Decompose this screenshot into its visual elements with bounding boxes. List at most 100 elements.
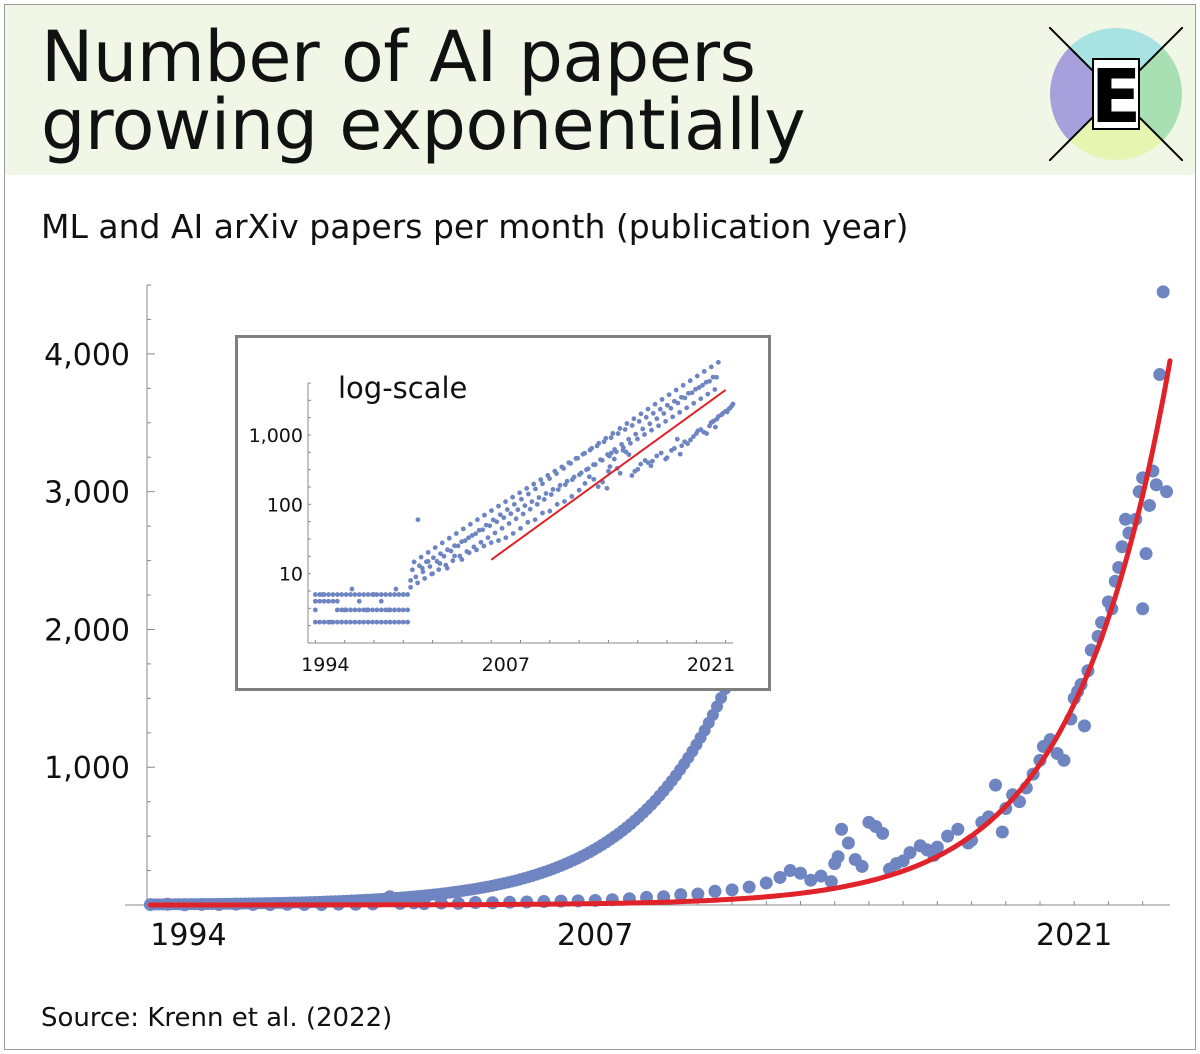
inset-data-point [504, 507, 510, 512]
inset-data-point [550, 487, 556, 492]
inset-data-point [334, 607, 340, 613]
inset-data-point [427, 564, 433, 570]
inset-fit-line [490, 389, 727, 561]
inset-data-point [446, 535, 452, 541]
inset-data-point [339, 592, 345, 597]
inset-data-point [557, 482, 563, 488]
inset-data-point [685, 441, 690, 447]
inset-data-point [343, 619, 349, 625]
inset-data-point [518, 525, 523, 531]
inset-data-point [626, 452, 632, 458]
inset-data-point [635, 436, 640, 442]
inset-data-point [365, 592, 371, 597]
inset-data-point [383, 619, 389, 625]
inset-data-point [649, 427, 654, 433]
inset-data-point [536, 495, 542, 500]
inset-data-point [527, 506, 533, 512]
inset-data-point [400, 592, 406, 597]
chart-subtitle: ML and AI arXiv papers per month (public… [41, 207, 909, 246]
inset-data-point [650, 410, 656, 416]
inset-data-point [448, 548, 454, 554]
data-point [759, 876, 773, 890]
inset-data-point [481, 543, 487, 549]
inset-data-point [686, 390, 691, 396]
data-point [708, 884, 722, 898]
data-point [674, 888, 688, 902]
inset-data-point [450, 558, 456, 564]
inset-data-point [534, 501, 540, 507]
inset-data-point [503, 535, 509, 541]
x-tick-label: 2021 [1036, 918, 1112, 953]
inset-data-point [624, 421, 630, 426]
inset-data-point [348, 592, 353, 597]
inset-x-tick-label: 2007 [482, 654, 530, 676]
inset-data-point [370, 592, 375, 597]
inset-data-point [480, 527, 486, 533]
inset-data-point [374, 619, 380, 625]
inset-data-point [613, 449, 619, 455]
inset-data-point [460, 526, 466, 532]
inset-data-point [365, 607, 371, 613]
inset-data-point [416, 563, 422, 569]
x-tick-label: 1994 [150, 918, 226, 953]
data-point [725, 883, 739, 897]
data-point [1077, 719, 1091, 733]
inset-data-point [582, 450, 588, 456]
inset-data-point [496, 538, 501, 543]
inset-data-point [361, 619, 367, 625]
inset-data-point [462, 538, 468, 544]
inset-data-point [374, 607, 380, 613]
inset-data-point [387, 619, 393, 625]
inset-data-point [586, 474, 592, 480]
data-point [951, 822, 965, 836]
inset-data-point [607, 464, 613, 470]
inset-data-point [707, 378, 712, 384]
inset-data-point [648, 463, 654, 469]
inset-data-point [485, 535, 491, 541]
data-point [989, 778, 1003, 792]
inset-data-point [606, 468, 611, 474]
data-point [1119, 512, 1133, 526]
inset-data-point [645, 406, 651, 412]
inset-data-point [396, 592, 402, 597]
inset-data-point [671, 398, 677, 404]
inset-data-point [610, 430, 616, 436]
inset-data-point [334, 598, 340, 604]
inset-data-point [492, 530, 498, 536]
inset-data-point [714, 374, 719, 380]
data-point [903, 846, 917, 860]
title-line-1: Number of AI papers [41, 16, 756, 98]
inset-data-point [633, 431, 639, 437]
inset-data-point [615, 431, 621, 436]
inset-data-point [348, 619, 353, 625]
inset-data-point [712, 387, 718, 392]
inset-data-point [575, 455, 581, 461]
main-chart: 1,000 2,000 3,000 4,000 1994 2007 2021 [44, 284, 1174, 953]
inset-data-point [443, 562, 449, 568]
inset-data-point [659, 397, 665, 402]
inset-data-point [578, 470, 584, 476]
inset-data-point [629, 473, 635, 478]
y-tick-label: 4,000 [44, 338, 130, 373]
inset-data-point [312, 619, 318, 625]
data-point [1142, 498, 1156, 512]
inset-data-point [671, 446, 677, 451]
inset-data-point [405, 592, 411, 597]
inset-data-point [415, 580, 421, 586]
inset-data-point [408, 584, 413, 590]
data-point [1156, 285, 1170, 299]
inset-data-point [708, 364, 714, 370]
inset-data-point [499, 525, 505, 531]
inset-data-point [608, 435, 614, 441]
inset-data-point [434, 559, 440, 564]
inset-data-point [361, 592, 367, 597]
inset-title: log-scale [338, 371, 467, 405]
inset-data-point [352, 607, 358, 613]
inset-data-point [531, 481, 537, 487]
inset-data-point [352, 592, 358, 597]
inset-data-point [387, 592, 393, 597]
inset-data-point [453, 531, 459, 536]
inset-data-point [348, 607, 353, 613]
inset-data-point [487, 523, 493, 529]
inset-data-point [554, 471, 559, 476]
